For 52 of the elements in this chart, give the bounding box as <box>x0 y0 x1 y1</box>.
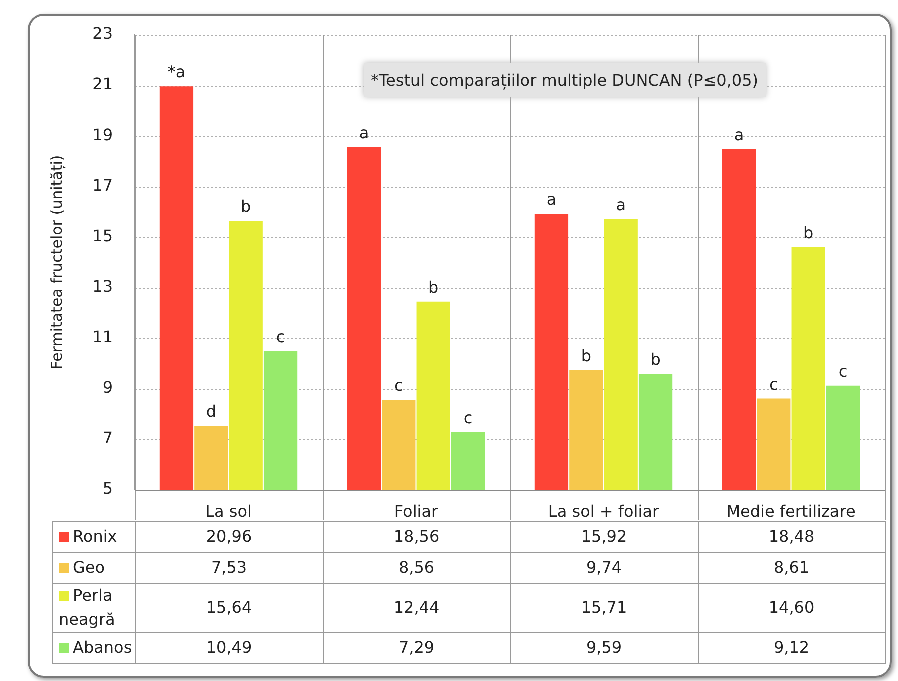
legend-label: Perla neagră <box>52 584 136 632</box>
y-tick-label: 23 <box>92 24 113 44</box>
y-tick-label: 15 <box>92 226 113 246</box>
y-tick-label: 19 <box>92 125 113 144</box>
annotation: c <box>394 376 404 396</box>
annotation: *a <box>168 62 186 82</box>
annotation: b <box>581 346 592 366</box>
x-tick-label: Medie fertilizare <box>726 502 856 521</box>
y-axis-title: Fermitatea fructelor (unități) <box>48 155 66 370</box>
x-tick-label: La sol <box>206 502 252 521</box>
x-tick-label: La sol + foliar <box>548 502 660 521</box>
data-label: 20,96 <box>136 522 323 552</box>
data-label: 9,12 <box>698 632 886 664</box>
data-label: 15,64 <box>136 584 323 632</box>
legend-label: Ronix <box>52 522 136 552</box>
data-label: 9,74 <box>510 552 698 584</box>
x-tick-label: Foliar <box>394 502 439 521</box>
data-label: 12,44 <box>323 584 510 632</box>
data-label: 15,92 <box>510 522 698 552</box>
annotation: c <box>464 408 473 428</box>
annotation: a <box>734 125 744 144</box>
annotation: c <box>770 374 778 394</box>
data-label: 18,48 <box>698 522 886 552</box>
annotation: a <box>546 190 557 210</box>
y-tick-label: 9 <box>102 378 113 398</box>
data-label: 15,71 <box>510 584 698 632</box>
y-tick-label: 21 <box>92 74 113 94</box>
y-tick-label: 17 <box>92 176 113 195</box>
annotation: c <box>838 362 848 382</box>
legend-label: Abanos <box>52 632 136 664</box>
annotation: a <box>616 195 626 214</box>
data-label: 8,56 <box>323 552 510 584</box>
annotation: *Testul comparațiilor multiple DUNCAN (P≤0,05) <box>371 70 759 90</box>
data-label: 7,53 <box>136 552 323 584</box>
annotation: b <box>650 350 661 370</box>
data-label: 14,60 <box>698 584 886 632</box>
annotation: a <box>359 123 370 142</box>
data-label: 18,56 <box>323 522 510 552</box>
legend-label: Geo <box>52 552 136 584</box>
annotation: d <box>206 402 216 422</box>
y-tick-label: 13 <box>92 276 113 296</box>
data-label: 8,61 <box>698 552 886 584</box>
data-label: 9,59 <box>510 632 698 664</box>
y-tick-label: 11 <box>92 327 113 346</box>
annotation: b <box>804 223 814 242</box>
annotation: b <box>241 197 252 216</box>
y-tick-label: 5 <box>102 479 113 498</box>
y-tick-label: 7 <box>102 428 113 448</box>
data-label: 10,49 <box>136 632 323 664</box>
data-label: 7,29 <box>323 632 510 664</box>
annotation: b <box>428 278 439 298</box>
annotation: c <box>276 327 286 346</box>
